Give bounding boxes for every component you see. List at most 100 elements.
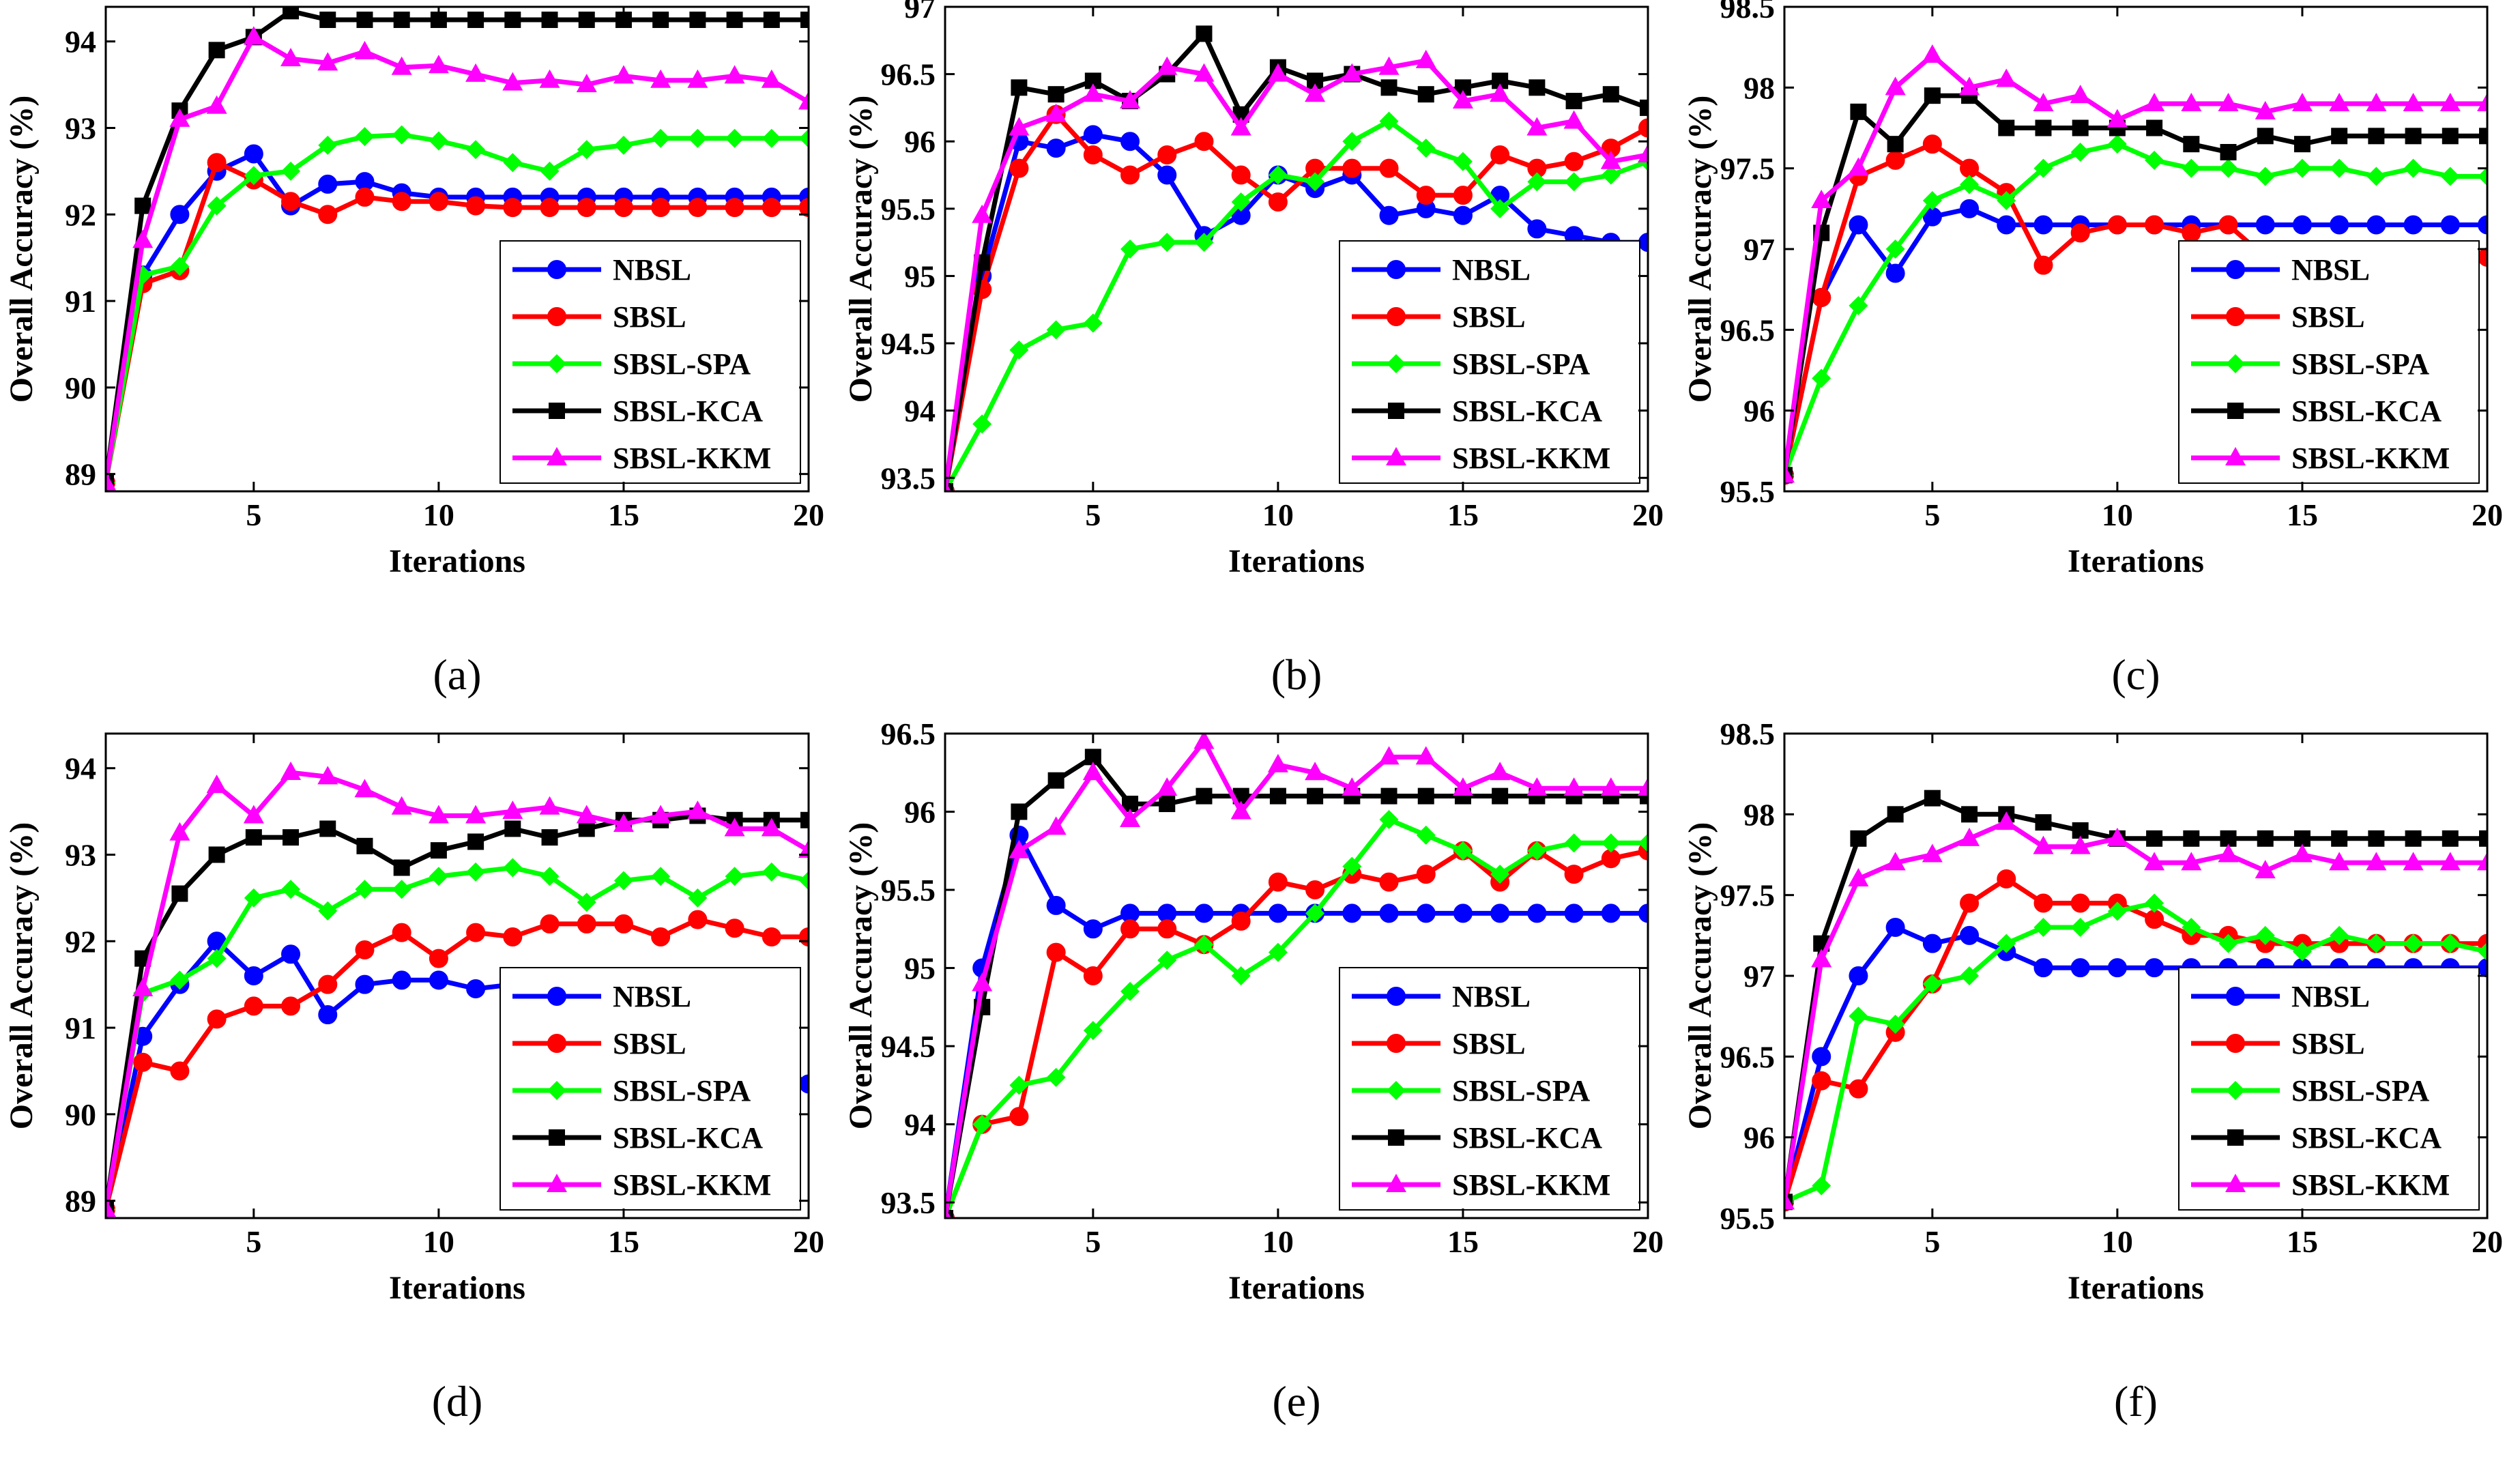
y-tick-label: 97 <box>904 0 936 25</box>
data-point-sbsl-kkm <box>687 69 708 88</box>
data-point-sbsl <box>1379 872 1399 892</box>
data-point-sbsl-kkm <box>1784 464 1795 483</box>
data-point-sbsl-kkm <box>2477 852 2487 871</box>
data-point-sbsl-spa <box>1342 132 1362 151</box>
data-point-sbsl-spa <box>2440 167 2460 186</box>
data-point-sbsl-kkm <box>1848 868 1869 886</box>
data-point-sbsl <box>1490 145 1510 164</box>
data-point-nbsl <box>2033 958 2053 978</box>
data-point-sbsl-kkm <box>761 69 782 88</box>
data-point-sbsl-kkm <box>1120 808 1141 827</box>
y-tick-label: 96.5 <box>881 57 936 92</box>
y-tick-label: 97 <box>1743 959 1775 994</box>
data-point-sbsl-kkm <box>761 818 782 837</box>
data-point-sbsl-kca <box>2331 128 2348 145</box>
data-point-sbsl-spa <box>1379 809 1399 829</box>
data-point-sbsl-spa <box>2292 158 2312 178</box>
data-point-sbsl-kkm <box>243 805 264 824</box>
y-tick-label: 96 <box>1743 394 1775 429</box>
data-point-sbsl-kkm <box>1342 777 1363 796</box>
data-point-sbsl-spa <box>1157 951 1177 970</box>
legend-marker-nbsl <box>2226 987 2245 1006</box>
data-point-sbsl-spa <box>2330 158 2349 178</box>
y-axis-label: Overall Accuracy (%) <box>1682 822 1718 1130</box>
data-point-sbsl-kkm <box>1811 949 1832 968</box>
data-point-sbsl-spa <box>355 880 375 899</box>
data-point-sbsl <box>725 198 744 218</box>
data-point-sbsl-spa <box>577 140 596 160</box>
y-tick-label: 95 <box>904 259 936 293</box>
data-point-nbsl <box>2366 215 2386 235</box>
data-point-nbsl <box>1268 903 1288 923</box>
legend-label-sbsl-spa: SBSL-SPA <box>613 1074 751 1108</box>
data-point-sbsl-spa <box>1157 233 1177 252</box>
data-point-sbsl-kkm <box>539 69 560 88</box>
data-point-sbsl-kkm <box>945 1207 951 1218</box>
data-point-nbsl <box>170 205 190 225</box>
panel-caption: (e) <box>1272 1377 1320 1426</box>
data-point-sbsl <box>1157 145 1177 164</box>
data-point-sbsl-kkm <box>798 839 809 858</box>
y-tick-label: 97.5 <box>1720 151 1776 186</box>
data-point-sbsl-kkm <box>650 805 671 824</box>
data-point-sbsl-kkm <box>2070 85 2091 104</box>
data-point-sbsl <box>244 996 263 1016</box>
data-point-sbsl-kkm <box>428 805 449 824</box>
data-point-sbsl-spa <box>2478 942 2487 961</box>
data-point-sbsl-spa <box>170 257 190 276</box>
data-point-sbsl-kca <box>1850 830 1867 847</box>
data-point-nbsl <box>1997 215 2016 235</box>
legend-marker-sbsl-kca <box>1388 403 1404 419</box>
y-tick-label: 94 <box>65 751 96 786</box>
data-point-sbsl-spa <box>207 196 227 216</box>
data-point-sbsl-kkm <box>1193 63 1215 82</box>
data-point-sbsl-kkm <box>1996 811 2017 830</box>
data-point-sbsl-spa <box>318 901 338 921</box>
data-point-nbsl <box>244 966 263 985</box>
data-point-sbsl-spa <box>1922 974 1942 994</box>
y-tick-label: 98 <box>1743 70 1775 105</box>
y-axis-label: Overall Accuracy (%) <box>3 96 40 403</box>
panel-caption: (d) <box>432 1377 483 1426</box>
data-point-sbsl-kkm <box>2366 852 2387 871</box>
data-point-sbsl-spa <box>688 888 708 908</box>
data-point-sbsl-kca <box>1850 103 1867 120</box>
x-tick-label: 5 <box>246 497 261 532</box>
data-point-sbsl-kkm <box>798 91 809 110</box>
data-point-nbsl <box>392 970 411 990</box>
y-tick-label: 96.5 <box>1720 313 1776 347</box>
data-point-sbsl-kkm <box>280 48 302 67</box>
series-line-sbsl-spa <box>945 817 1648 1218</box>
data-point-sbsl-spa <box>2182 158 2201 178</box>
data-point-sbsl-kkm <box>2329 852 2350 871</box>
legend-label-sbsl: SBSL <box>2291 1027 2365 1060</box>
data-point-sbsl <box>207 1009 227 1029</box>
data-point-sbsl-kkm <box>1009 117 1030 136</box>
y-axis-label: Overall Accuracy (%) <box>1682 96 1718 403</box>
data-point-sbsl <box>1342 158 1362 178</box>
series-line-sbsl-kkm <box>945 58 1648 491</box>
data-point-sbsl-spa <box>613 135 633 155</box>
data-point-sbsl-spa <box>2182 918 2201 937</box>
data-point-sbsl-kca <box>2146 830 2163 847</box>
data-point-sbsl-kca <box>541 12 558 29</box>
data-point-sbsl-kca <box>356 837 373 854</box>
legend-label-sbsl-kkm: SBSL-KKM <box>2291 442 2450 475</box>
data-point-sbsl-kkm <box>1848 157 1869 176</box>
data-point-sbsl-kca <box>2183 136 2200 153</box>
legend-label-sbsl-spa: SBSL-SPA <box>1452 347 1590 381</box>
legend-label-nbsl: NBSL <box>2291 980 2370 1013</box>
legend-label-sbsl-kca: SBSL-KCA <box>2291 394 2442 428</box>
data-point-nbsl <box>1046 139 1066 158</box>
data-point-sbsl-spa <box>762 862 781 882</box>
panel-caption: (c) <box>2111 650 2160 699</box>
data-point-sbsl-spa <box>1231 192 1251 212</box>
data-point-sbsl-kkm <box>502 800 523 820</box>
data-point-sbsl-kkm <box>1526 777 1548 796</box>
legend-marker-nbsl <box>1387 260 1406 279</box>
y-tick-label: 93 <box>65 111 96 146</box>
data-point-sbsl <box>392 192 411 212</box>
legend: NBSL SBSL SBSL-SPA SBSL-KCA SBSL-KKM <box>2178 240 2480 484</box>
data-point-sbsl-kkm <box>132 978 154 997</box>
data-point-sbsl-kkm <box>2403 852 2424 871</box>
